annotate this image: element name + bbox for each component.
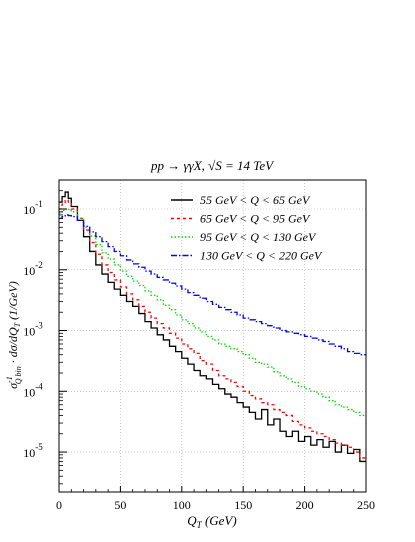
y-tick-label-3: 10-4	[23, 381, 43, 399]
plot-frame	[58, 179, 367, 493]
legend: 55 GeV < Q < 65 GeV 65 GeV < Q < 95 GeV 95…	[171, 193, 323, 263]
x-tick-label-0: 0	[56, 498, 62, 512]
y-tick-label-1: 10-2	[23, 260, 43, 278]
y-tick-label-4: 10-5	[23, 442, 43, 460]
x-tick-label-3: 150	[234, 498, 252, 512]
x-axis-label: QT (GeV)	[187, 513, 236, 530]
legend-label-0: 55 GeV < Q < 65 GeV	[200, 193, 311, 207]
x-tick-label-4: 200	[296, 498, 314, 512]
series-line-3	[59, 214, 366, 356]
series-line-2	[59, 208, 366, 417]
legend-label-2: 95 GeV < Q < 130 GeV	[200, 230, 317, 244]
grid	[59, 180, 366, 492]
x-tick-label-2: 100	[173, 498, 191, 512]
y-tick-label-0: 10-1	[23, 199, 43, 217]
x-tick-label-1: 50	[114, 498, 126, 512]
ticks: 0 50 100 150 200 250 10-1 10-2 10-3 10-4 10-5	[23, 190, 375, 512]
series-layer	[59, 191, 366, 463]
legend-label-3: 130 GeV < Q < 220 GeV	[200, 249, 323, 263]
x-tick-label-5: 250	[357, 498, 375, 512]
chart-title: pp → γγX, √S = 14 TeV	[150, 158, 275, 173]
y-tick-label-2: 10-3	[23, 321, 43, 339]
legend-label-1: 65 GeV < Q < 95 GeV	[200, 212, 311, 226]
series-line-0	[59, 191, 366, 463]
series-line-1	[59, 199, 366, 459]
y-axis-label: σ-1Q bin · dσ/dQT (1/GeV)	[5, 281, 23, 389]
